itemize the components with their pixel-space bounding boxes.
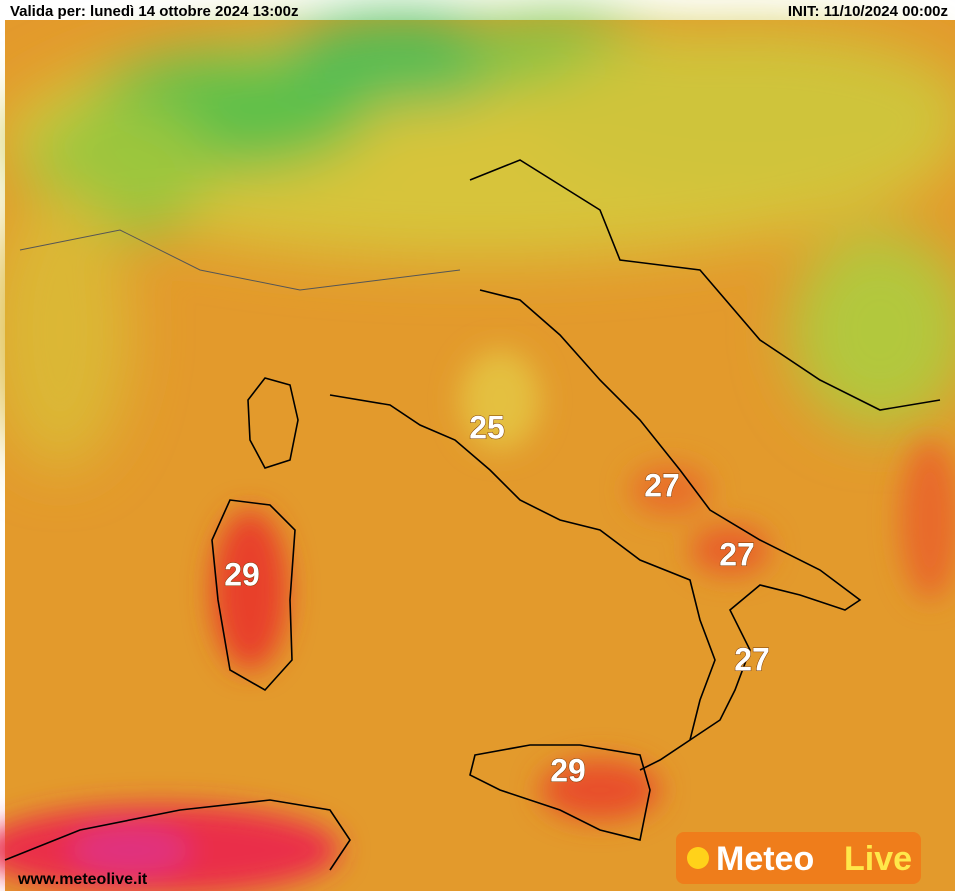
temperature-label: 27 [734, 641, 770, 677]
temperature-label: 25 [469, 409, 505, 445]
labels: 25 27 27 27 29 29 [224, 409, 771, 789]
corsica [247, 377, 299, 469]
adriatic-coast [479, 289, 862, 741]
temperature-label: 29 [224, 556, 260, 592]
logo-box [676, 832, 921, 884]
coastlines [4, 159, 941, 871]
logo-meteo: Meteo [716, 840, 814, 878]
balkan-coast [469, 159, 941, 411]
contour [19, 229, 461, 291]
temperature-label: 27 [644, 467, 680, 503]
logo-sun [687, 847, 709, 869]
logo-live: Live [844, 840, 912, 878]
logo: Meteo Live [676, 832, 921, 884]
valid-time: Valida per: lunedì 14 ottobre 2024 13:00… [10, 3, 298, 20]
footer-url: www.meteolive.it [17, 871, 148, 888]
sicily [469, 744, 651, 841]
africa-coast [4, 799, 351, 871]
temperature-label: 27 [719, 536, 755, 572]
init-time: INIT: 11/10/2024 00:00z [788, 3, 948, 20]
sardinia [211, 499, 296, 692]
temperature-label: 29 [550, 752, 586, 788]
tyrrhenian-coast [329, 394, 716, 771]
temperature-field [0, 15, 955, 891]
